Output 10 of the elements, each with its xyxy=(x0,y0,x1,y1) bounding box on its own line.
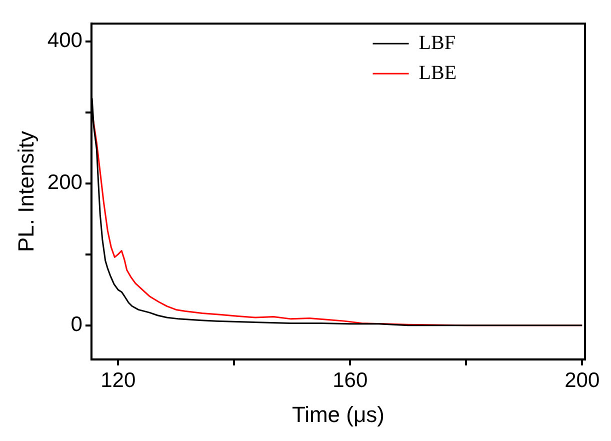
legend-label: LBF xyxy=(418,32,456,54)
y-axis-title: PL. Intensity xyxy=(13,130,38,252)
y-tick-label: 200 xyxy=(47,171,82,194)
x-axis-title: Time (μs) xyxy=(292,402,384,427)
y-tick-label: 400 xyxy=(47,29,82,52)
legend-label: LBE xyxy=(418,62,457,84)
y-tick-label: 0 xyxy=(70,313,82,336)
x-tick-label: 120 xyxy=(100,368,136,392)
x-tick-label: 200 xyxy=(564,368,600,392)
x-tick-label: 160 xyxy=(332,368,368,392)
